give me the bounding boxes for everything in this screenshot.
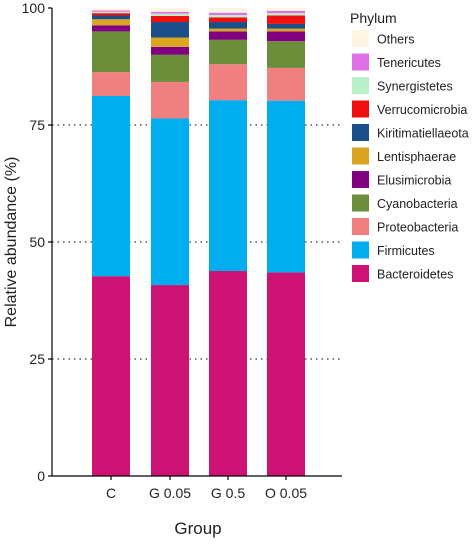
x-tick-label-2: G 0.5 — [211, 485, 245, 501]
y-tick-label-100: 100 — [22, 0, 46, 16]
bar-segment-lentisphaerae-3 — [267, 28, 305, 32]
y-tick-label-75: 75 — [29, 117, 45, 133]
bars — [92, 8, 305, 476]
bar-segment-cyanobacteria-1 — [151, 54, 189, 82]
bar-segment-elusimicrobia-0 — [92, 25, 130, 32]
x-tick-label-3: O 0.05 — [265, 485, 307, 501]
legend-label-verrucomicrobia: Verrucomicrobia — [377, 103, 467, 117]
legend: Phylum Others Tenericutes Synergistetes Ver… — [350, 10, 469, 282]
bar-segment-others-0 — [92, 8, 130, 11]
legend-label-lentisphaerae: Lentisphaerae — [377, 150, 456, 164]
legend-label-kiritimatiellaeota: Kiritimatiellaeota — [377, 127, 469, 141]
bar-segment-kiritimatiellaeota-2 — [209, 22, 247, 29]
legend-label-proteobacteria: Proteobacteria — [377, 221, 458, 235]
bar-segment-elusimicrobia-2 — [209, 31, 247, 40]
legend-swatch-synergistetes — [352, 77, 369, 94]
bar-segment-tenericutes-0 — [92, 10, 130, 12]
legend-swatch-bacteroidetes — [352, 265, 369, 282]
bar-group-1 — [151, 8, 189, 476]
x-tick-label-0: C — [106, 485, 116, 501]
bar-segment-proteobacteria-2 — [209, 64, 247, 101]
bar-group-2 — [209, 8, 247, 476]
bar-segment-kiritimatiellaeota-3 — [267, 23, 305, 29]
y-axis: 0 25 50 75 100 — [22, 0, 53, 484]
bar-segment-proteobacteria-3 — [267, 67, 305, 101]
bar-segment-kiritimatiellaeota-0 — [92, 15, 130, 20]
bar-group-0 — [92, 8, 130, 476]
bar-segment-firmicutes-0 — [92, 95, 130, 277]
bar-segment-verrucomicrobia-3 — [267, 15, 305, 24]
bar-segment-bacteroidetes-2 — [209, 271, 247, 476]
x-axis-label: Group — [174, 519, 221, 538]
bar-segment-bacteroidetes-0 — [92, 276, 130, 476]
legend-swatch-tenericutes — [352, 53, 369, 71]
legend-swatch-others — [352, 30, 369, 47]
bar-segment-synergistetes-3 — [267, 13, 305, 16]
bar-segment-elusimicrobia-3 — [267, 31, 305, 42]
bar-segment-synergistetes-1 — [151, 13, 189, 16]
bar-segment-cyanobacteria-0 — [92, 31, 130, 73]
legend-swatch-lentisphaerae — [352, 147, 369, 165]
bar-segment-synergistetes-2 — [209, 15, 247, 18]
bar-segment-lentisphaerae-2 — [209, 28, 247, 32]
bar-segment-cyanobacteria-2 — [209, 39, 247, 65]
bar-segment-verrucomicrobia-1 — [151, 15, 189, 23]
legend-swatch-verrucomicrobia — [352, 100, 369, 118]
bar-segment-elusimicrobia-1 — [151, 46, 189, 55]
bar-segment-cyanobacteria-3 — [267, 41, 305, 68]
legend-label-tenericutes: Tenericutes — [377, 56, 441, 70]
legend-label-bacteroidetes: Bacteroidetes — [377, 268, 453, 282]
bar-segment-firmicutes-2 — [209, 100, 247, 272]
y-tick-label-50: 50 — [29, 234, 45, 250]
y-axis-label: Relative abundance (%) — [3, 157, 20, 328]
bar-segment-tenericutes-1 — [151, 11, 189, 14]
bar-segment-others-3 — [267, 8, 305, 11]
legend-swatch-firmicutes — [352, 241, 369, 259]
legend-swatch-proteobacteria — [352, 218, 369, 235]
legend-label-firmicutes: Firmicutes — [377, 244, 435, 258]
legend-swatch-elusimicrobia — [352, 171, 369, 188]
x-tick-label-1: G 0.05 — [149, 485, 191, 501]
bar-segment-lentisphaerae-0 — [92, 19, 130, 26]
legend-title: Phylum — [350, 10, 397, 26]
bar-segment-lentisphaerae-1 — [151, 37, 189, 47]
legend-label-elusimicrobia: Elusimicrobia — [377, 174, 451, 188]
bar-group-3 — [267, 8, 305, 476]
bar-segment-firmicutes-3 — [267, 100, 305, 273]
bar-segment-firmicutes-1 — [151, 118, 189, 286]
bar-segment-proteobacteria-0 — [92, 72, 130, 96]
legend-label-others: Others — [377, 33, 415, 47]
bar-segment-kiritimatiellaeota-1 — [151, 22, 189, 38]
legend-label-cyanobacteria: Cyanobacteria — [377, 197, 458, 211]
y-tick-label-0: 0 — [37, 468, 45, 484]
bar-segment-verrucomicrobia-2 — [209, 17, 247, 23]
legend-label-synergistetes: Synergistetes — [377, 80, 453, 94]
legend-swatch-kiritimatiellaeota — [352, 124, 369, 141]
bar-segment-bacteroidetes-1 — [151, 285, 189, 476]
bar-segment-verrucomicrobia-0 — [92, 13, 130, 16]
x-axis: C G 0.05 G 0.5 O 0.05 — [52, 475, 342, 501]
bar-segment-bacteroidetes-3 — [267, 272, 305, 476]
bar-segment-others-1 — [151, 8, 189, 12]
bar-segment-tenericutes-2 — [209, 12, 247, 16]
bar-segment-synergistetes-0 — [92, 11, 130, 14]
legend-swatch-cyanobacteria — [352, 194, 369, 212]
bar-segment-tenericutes-3 — [267, 10, 305, 14]
bar-segment-proteobacteria-1 — [151, 81, 189, 119]
bar-segment-others-2 — [209, 8, 247, 13]
y-tick-label-25: 25 — [29, 351, 45, 367]
